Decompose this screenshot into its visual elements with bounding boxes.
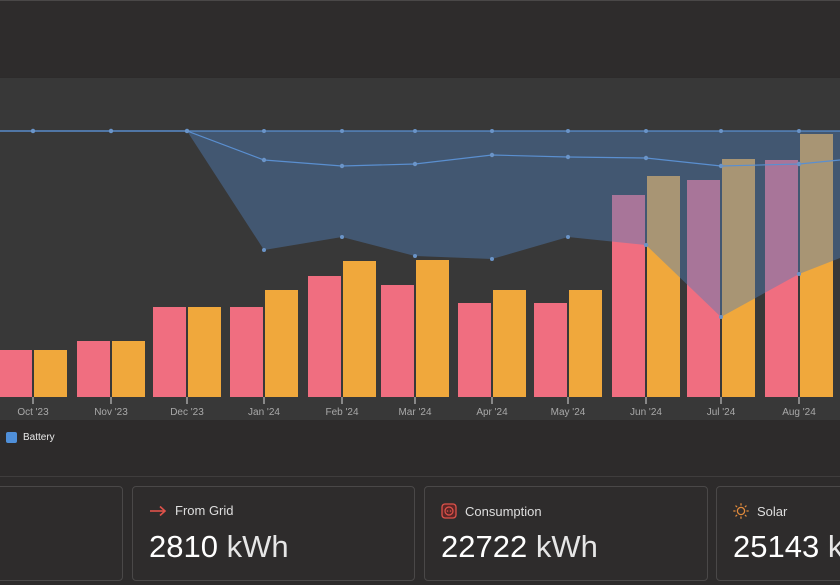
from-grid-unit: kWh (226, 529, 289, 564)
x-axis-label: Aug '24 (782, 407, 816, 418)
window-top-border (0, 0, 840, 1)
from-grid-title: From Grid (175, 503, 234, 518)
x-axis-label: Mar '24 (398, 407, 431, 418)
stat-card-consumption: Consumption 22722 kWh (424, 486, 708, 581)
battery-legend-label: Battery (23, 432, 55, 443)
solar-bar[interactable] (647, 176, 680, 397)
solar-bar[interactable] (265, 290, 298, 397)
solar-bar[interactable] (112, 341, 145, 397)
page-header (0, 1, 840, 77)
solar-bar[interactable] (722, 159, 755, 397)
consumption-bar[interactable] (77, 341, 110, 397)
x-axis-label: Oct '23 (17, 407, 49, 418)
from-grid-value: 2810 kWh (149, 529, 289, 565)
consumption-number: 22722 (441, 529, 528, 564)
solar-bar[interactable] (493, 290, 526, 397)
stat-card-from-grid: From Grid 2810 kWh (132, 486, 415, 581)
solar-bar[interactable] (343, 261, 376, 397)
battery-legend-swatch-icon (6, 432, 17, 443)
arrow-right-icon (150, 505, 167, 516)
x-axis-label: Dec '23 (170, 407, 204, 418)
consumption-bar[interactable] (687, 180, 720, 397)
consumption-bar[interactable] (381, 285, 414, 397)
energy-chart: Oct '23 Nov '23 Dec '23 Jan '24 Feb '24 Mar '… (0, 78, 840, 420)
x-axis-label: Feb '24 (325, 407, 358, 418)
section-divider (0, 476, 840, 477)
consumption-bar[interactable] (308, 276, 341, 397)
battery-area[interactable] (0, 131, 840, 317)
stat-card-partial (0, 486, 123, 581)
x-axis-label: Jul '24 (707, 407, 736, 418)
chart-legend[interactable]: Battery (6, 432, 55, 443)
solar-bar[interactable] (188, 307, 221, 397)
x-axis-label: Jan '24 (248, 407, 280, 418)
solar-title: Solar (757, 503, 788, 519)
consumption-bar[interactable] (765, 160, 798, 397)
chart-canvas: Oct '23 Nov '23 Dec '23 Jan '24 Feb '24 Mar '… (0, 128, 840, 418)
consumption-value: 22722 kWh (441, 529, 598, 565)
from-grid-number: 2810 (149, 529, 218, 564)
x-axis-label: Apr '24 (476, 407, 508, 418)
solar-bar[interactable] (800, 134, 833, 397)
sun-icon (733, 503, 749, 519)
solar-number: 25143 (733, 529, 820, 564)
consumption-bar[interactable] (230, 307, 263, 397)
consumption-title: Consumption (465, 503, 542, 519)
consumption-bar[interactable] (153, 307, 186, 397)
solar-value: 25143 k (733, 529, 840, 565)
solar-bar[interactable] (34, 350, 67, 397)
stat-card-solar: Solar 25143 k (716, 486, 840, 581)
x-axis-label: May '24 (551, 407, 586, 418)
consumption-bar[interactable] (458, 303, 491, 397)
x-axis-label: Nov '23 (94, 407, 128, 418)
consumption-unit: kWh (535, 529, 598, 564)
solar-bar[interactable] (569, 290, 602, 397)
socket-icon (441, 503, 457, 519)
solar-unit: k (827, 529, 840, 564)
solar-bar[interactable] (416, 260, 449, 397)
consumption-bar[interactable] (0, 350, 32, 397)
x-axis-label: Jun '24 (630, 407, 662, 418)
consumption-bar[interactable] (612, 195, 645, 397)
consumption-bar[interactable] (534, 303, 567, 397)
